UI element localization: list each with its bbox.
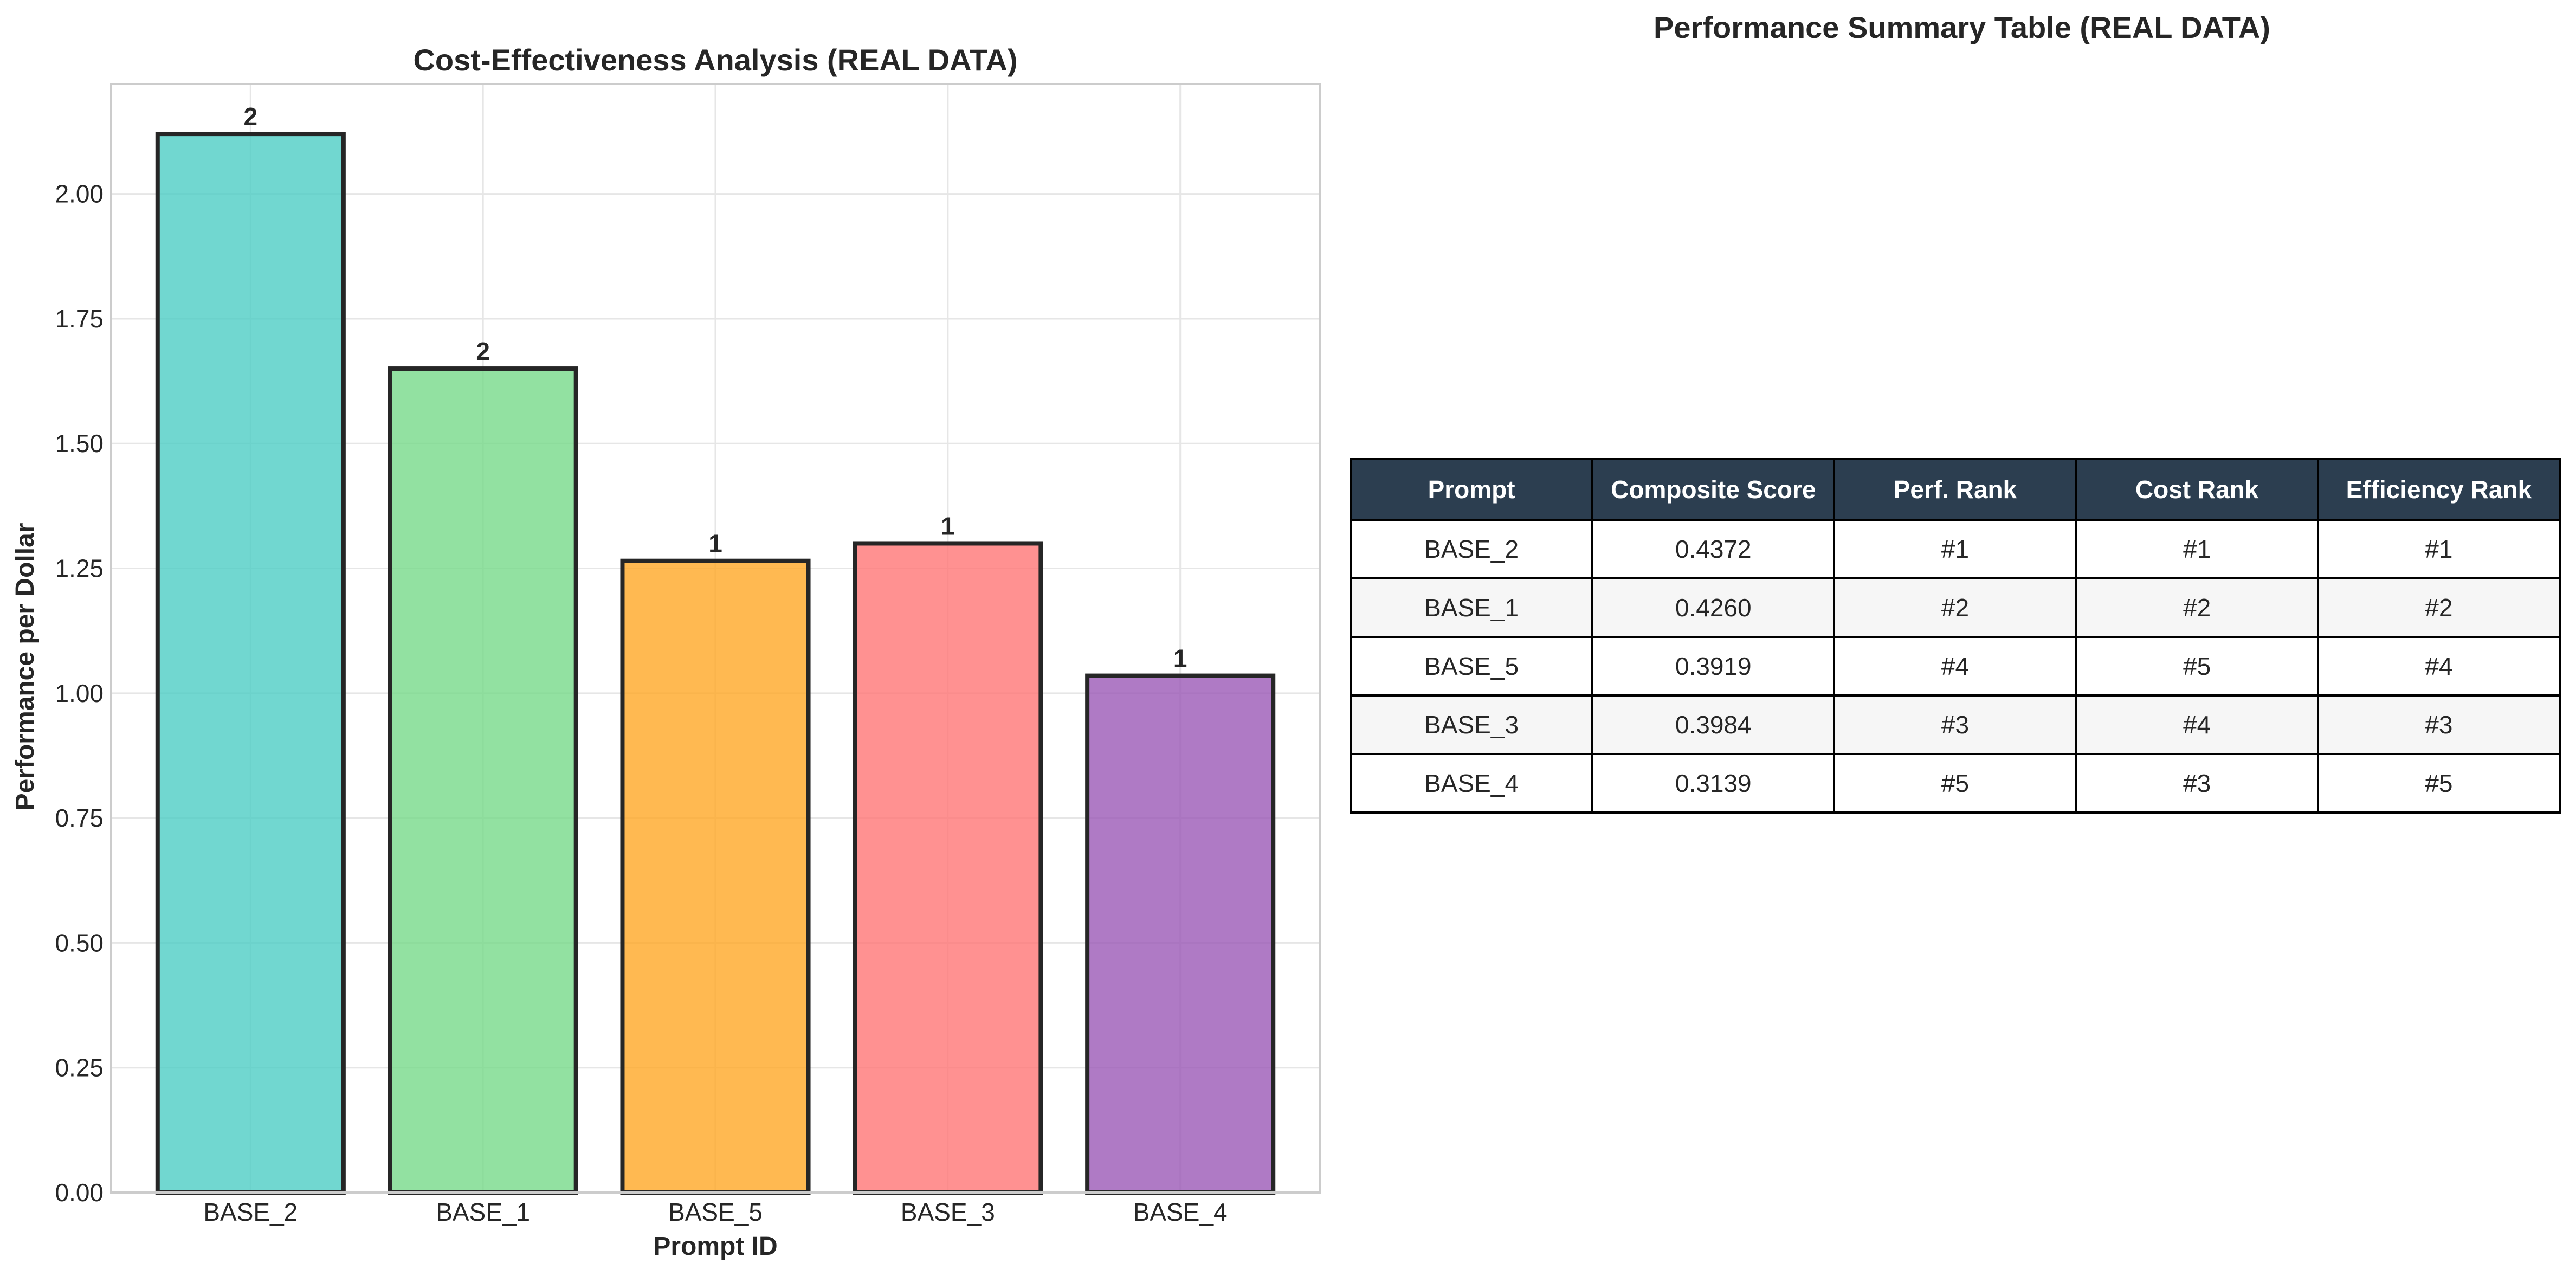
y-tick-label: 1.25	[55, 555, 104, 583]
x-tick-labels: BASE_2 BASE_1 BASE_5 BASE_3 BASE_4	[203, 1198, 1227, 1226]
table-title: Performance Summary Table (REAL DATA)	[1654, 10, 2270, 44]
table-row: BASE_3 0.3984 #3 #4 #3	[1349, 694, 2561, 755]
table-cell: BASE_1	[1349, 577, 1594, 638]
table-cell: #2	[1833, 577, 2077, 638]
table-cell: #1	[1833, 519, 2077, 579]
x-tick-label: BASE_4	[1133, 1198, 1228, 1226]
table-cell: #1	[2316, 519, 2561, 579]
y-tick-label: 1.50	[55, 429, 104, 457]
table-cell: #1	[2075, 519, 2319, 579]
column-header: Perf. Rank	[1833, 458, 2077, 521]
bar-base-5	[620, 558, 811, 1195]
table-cell: 0.3139	[1591, 753, 1836, 814]
table-row: BASE_4 0.3139 #5 #3 #5	[1349, 753, 2561, 814]
table-cell: #3	[2316, 694, 2561, 755]
bar-base-3	[853, 541, 1043, 1195]
table-cell: BASE_4	[1349, 753, 1594, 814]
table-cell: 0.4260	[1591, 577, 1836, 638]
table-cell: #3	[1833, 694, 2077, 755]
table-cell: 0.3919	[1591, 636, 1836, 697]
table-cell: #5	[1833, 753, 2077, 814]
y-tick-label: 2.00	[55, 180, 104, 208]
bar-base-4	[1085, 673, 1276, 1195]
x-tick-label: BASE_2	[203, 1198, 298, 1226]
bar-data-label: 1	[1173, 645, 1187, 673]
table-cell: #2	[2075, 577, 2319, 638]
bar-base-2	[155, 132, 346, 1195]
data-labels: 2 2 1 1 1	[244, 102, 1187, 672]
y-tick-label: 0.50	[55, 929, 104, 957]
bar-data-label: 1	[941, 512, 955, 540]
table-cell: #3	[2075, 753, 2319, 814]
table-cell: 0.3984	[1591, 694, 1836, 755]
y-tick-label: 0.00	[55, 1178, 104, 1207]
table-cell: 0.4372	[1591, 519, 1836, 579]
y-axis-label: Performance per Dollar	[11, 523, 40, 811]
table-row: BASE_1 0.4260 #2 #2 #2	[1349, 577, 2561, 638]
bars	[155, 132, 1276, 1195]
performance-summary-table: Prompt Composite Score Perf. Rank Cost R…	[1349, 458, 2561, 814]
y-tick-labels: 0.00 0.25 0.50 0.75 1.00 1.25 1.50 1.75 2.00	[55, 180, 104, 1207]
bar-data-label: 1	[708, 530, 722, 558]
table-cell: #5	[2075, 636, 2319, 697]
bar-data-label: 2	[476, 337, 490, 365]
table-cell: #4	[2075, 694, 2319, 755]
table-cell: BASE_3	[1349, 694, 1594, 755]
bar-base-1	[388, 366, 578, 1195]
y-tick-label: 1.00	[55, 679, 104, 707]
plot-frame	[110, 83, 1321, 1194]
y-tick-label: 0.25	[55, 1054, 104, 1082]
bar-chart: 0.00 0.25 0.50 0.75 1.00 1.25 1.50 1.75 2.00 BAS…	[11, 43, 1321, 1261]
column-header: Composite Score	[1591, 458, 1836, 521]
column-header: Efficiency Rank	[2316, 458, 2561, 521]
table-header-row: Prompt Composite Score Perf. Rank Cost R…	[1349, 458, 2561, 521]
table-cell: BASE_2	[1349, 519, 1594, 579]
chart-title: Cost-Effectiveness Analysis (REAL DATA)	[413, 43, 1017, 77]
table-row: BASE_5 0.3919 #4 #5 #4	[1349, 636, 2561, 697]
column-header: Prompt	[1349, 458, 1594, 521]
x-tick-label: BASE_3	[901, 1198, 995, 1226]
bar-data-label: 2	[244, 102, 258, 131]
table-cell: #4	[1833, 636, 2077, 697]
table-cell: #5	[2316, 753, 2561, 814]
table-cell: #4	[2316, 636, 2561, 697]
y-tick-label: 1.75	[55, 305, 104, 333]
y-tick-label: 0.75	[55, 804, 104, 832]
column-header: Cost Rank	[2075, 458, 2319, 521]
x-axis-label: Prompt ID	[653, 1232, 777, 1261]
x-tick-label: BASE_5	[668, 1198, 763, 1226]
table-cell: #2	[2316, 577, 2561, 638]
table-row: BASE_2 0.4372 #1 #1 #1	[1349, 519, 2561, 579]
table-cell: BASE_5	[1349, 636, 1594, 697]
x-tick-label: BASE_1	[436, 1198, 530, 1226]
